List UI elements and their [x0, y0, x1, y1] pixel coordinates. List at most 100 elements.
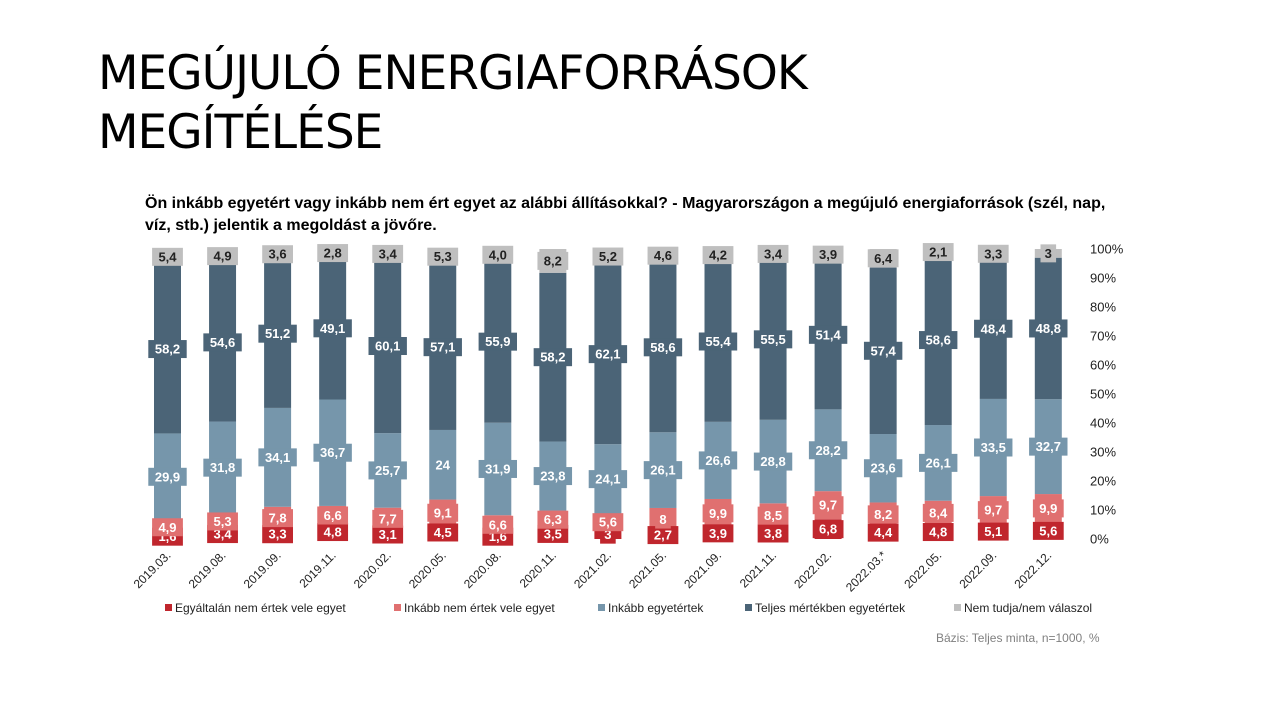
data-label-box	[977, 501, 1009, 520]
page-title: MEGÚJULÓ ENERGIAFORRÁSOK MEGÍTÉLÉSE	[98, 44, 1098, 162]
data-label: 58,2	[533, 348, 573, 367]
data-label-box	[702, 524, 734, 543]
data-label-box	[643, 461, 683, 480]
data-label-text: 36,7	[320, 445, 345, 460]
data-label: 8	[655, 510, 671, 529]
legend-swatch	[745, 604, 752, 611]
data-label-text: 4,8	[929, 525, 947, 540]
data-label: 25,7	[368, 461, 407, 480]
page-title-line1: MEGÚJULÓ ENERGIAFORRÁSOK	[98, 46, 808, 101]
legend-item: Egyáltalán nem értek vele egyet	[165, 601, 346, 615]
data-label-box	[427, 523, 459, 542]
data-label-text: 24	[436, 457, 451, 472]
data-label: 3,3	[262, 525, 293, 544]
data-label-text: 2,7	[654, 528, 672, 543]
category-label: 2019.03.	[131, 548, 174, 591]
data-label: 58,2	[148, 340, 187, 359]
data-label-box	[1040, 244, 1057, 263]
legend-swatch	[954, 604, 961, 611]
data-label-text: 55,5	[760, 332, 785, 347]
data-label: 33,5	[974, 438, 1013, 457]
data-label-text: 5,3	[214, 514, 232, 529]
data-label-box	[655, 510, 671, 529]
legend-label: Nem tudja/nem válaszol	[964, 601, 1092, 615]
data-label: 23,6	[863, 459, 903, 478]
data-label-text: 5,6	[599, 515, 617, 530]
data-label-text: 4,6	[654, 248, 672, 263]
data-label: 3,8	[757, 524, 789, 543]
data-label-text: 26,1	[650, 463, 675, 478]
data-label-box	[1032, 499, 1064, 518]
data-label: 5,1	[977, 522, 1009, 541]
data-label-text: 57,4	[870, 343, 896, 358]
data-label-box	[478, 459, 517, 478]
data-label: 24	[431, 455, 455, 474]
data-label-box	[203, 458, 242, 477]
data-label-text: 58,2	[155, 342, 180, 357]
data-label: 26,6	[698, 451, 738, 470]
data-label-box	[368, 461, 407, 480]
data-label-box	[867, 505, 899, 524]
data-label-text: 32,7	[1036, 439, 1061, 454]
data-label-text: 5,6	[1039, 523, 1057, 538]
data-label-text: 3,9	[709, 526, 727, 541]
data-label: 48,4	[974, 319, 1013, 338]
data-label: 26,1	[919, 453, 958, 472]
data-label-box	[478, 332, 517, 351]
data-label-box	[922, 243, 954, 262]
category-label: 2019.08.	[186, 548, 229, 591]
data-label: 34,1	[258, 448, 297, 467]
category-label: 2022.12.	[1011, 548, 1054, 591]
page-title-line2: MEGÍTÉLÉSE	[98, 105, 383, 160]
category-label: 2021.05.	[626, 548, 669, 591]
data-label-box	[258, 448, 297, 467]
y-tick-label: 40%	[1090, 416, 1116, 431]
data-label: 3,3	[977, 244, 1009, 263]
data-label: 5,6	[592, 513, 624, 532]
category-label: 2021.09.	[681, 548, 724, 591]
data-label-text: 5,3	[434, 249, 452, 264]
data-label-box	[262, 525, 293, 544]
data-label: 32,7	[1029, 437, 1068, 456]
data-label: 3,5	[537, 524, 569, 543]
data-label-text: 6,8	[819, 522, 837, 537]
data-label-text: 51,4	[815, 327, 841, 342]
data-label-box	[698, 332, 738, 351]
data-label: 6,8	[812, 520, 844, 539]
data-label-text: 4,5	[434, 525, 452, 540]
data-label: 5,3	[207, 512, 238, 531]
legend-item: Inkább egyetértek	[598, 601, 704, 615]
data-label-box	[753, 452, 793, 471]
x-axis: 2019.03. 2019.08. 2019.09. 2019.11. 2020.02.…	[131, 548, 1055, 594]
data-label: 9,1	[427, 503, 459, 522]
data-label-box	[647, 526, 679, 545]
data-label: 7,8	[262, 509, 293, 528]
category-label: 2020.08.	[461, 548, 504, 591]
data-label: 6,6	[482, 515, 514, 534]
data-label: 28,2	[808, 441, 848, 460]
data-label-text: 5,1	[984, 524, 1002, 539]
data-label-text: 3	[604, 527, 611, 542]
data-label-text: 4,8	[324, 525, 342, 540]
data-label-box	[812, 245, 844, 264]
data-label-text: 26,1	[926, 455, 951, 470]
data-label-box	[482, 245, 514, 264]
data-label: 51,4	[808, 325, 848, 344]
data-label: 3	[1040, 244, 1057, 263]
data-label-text: 57,1	[430, 340, 455, 355]
data-label: 7,7	[372, 509, 404, 528]
data-label-text: 60,1	[375, 339, 400, 354]
data-label: 3,1	[372, 525, 404, 544]
data-label-box	[152, 247, 183, 266]
category-label: 2020.02.	[351, 548, 394, 591]
legend-label: Teljes mértékben egyetértek	[755, 601, 906, 615]
data-label-box	[427, 503, 459, 522]
data-label-box	[867, 523, 899, 542]
category-label: 2019.11.	[296, 548, 338, 590]
data-label-box	[203, 333, 242, 352]
data-label: 4,4	[867, 523, 899, 542]
legend-label: Egyáltalán nem értek vele egyet	[175, 601, 346, 615]
data-label-text: 55,9	[485, 334, 510, 349]
data-label: 5,3	[427, 247, 459, 266]
data-label: 3,4	[372, 244, 404, 263]
